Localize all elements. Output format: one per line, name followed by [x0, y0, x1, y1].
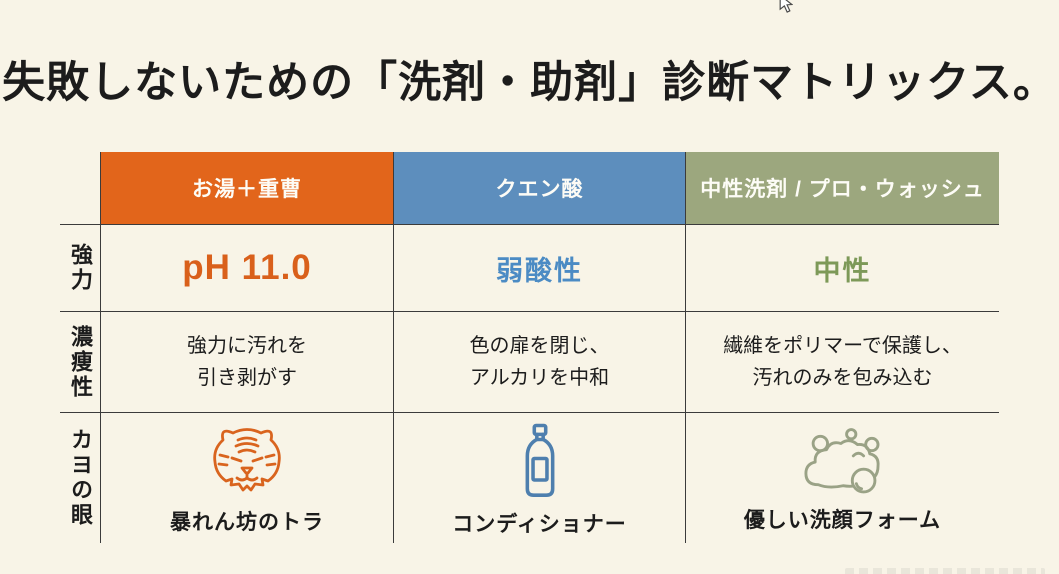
mechanism-line: 色の扉を閉じ、 — [469, 335, 610, 357]
cell-metaphor-tiger: 暴れん坊のトラ — [100, 413, 393, 543]
cell-metaphor-conditioner: コンディショナー — [393, 413, 685, 543]
cell-ph-value: pH 11.0 — [100, 225, 393, 312]
metaphor-caption: 優しい洗顔フォーム — [743, 508, 942, 532]
cell-weak-acid: 弱酸性 — [393, 225, 685, 312]
pump-bottle-icon — [525, 423, 554, 497]
mouse-cursor-icon — [779, 0, 793, 13]
row-label-kayos-eye: カヨの眼 — [68, 428, 93, 528]
metaphor-caption: 暴れん坊のトラ — [170, 510, 324, 534]
cell-metaphor-foam: 優しい洗顔フォーム — [685, 413, 999, 543]
column-header-baking-soda: お湯＋重曹 — [100, 152, 393, 225]
cell-neutral: 中性 — [685, 225, 999, 312]
matrix-corner — [60, 152, 100, 225]
row-label-property: 濃痩性 — [60, 312, 100, 413]
diagnosis-matrix: お湯＋重曹 クエン酸 中性洗剤 / プロ・ウォッシュ 強力 pH 11.0 弱酸… — [60, 152, 999, 543]
tiger-icon — [213, 427, 281, 491]
mechanism-line: 繊維をポリマーで保護し、 — [723, 335, 962, 357]
cell-mechanism-neutral: 繊維をポリマーで保護し、 汚れのみを包み込む — [685, 312, 999, 413]
mechanism-line: アルカリを中和 — [469, 367, 610, 389]
watermark-cropped — [845, 568, 1045, 574]
mechanism-line: 汚れのみを包み込む — [752, 367, 933, 389]
column-header-neutral-detergent: 中性洗剤 / プロ・ウォッシュ — [685, 152, 999, 225]
mechanism-line: 引き剥がす — [197, 367, 297, 389]
cell-mechanism-baking-soda: 強力に汚れを 引き剥がす — [100, 312, 393, 413]
foam-bubbles-icon — [803, 427, 880, 493]
column-header-citric-acid: クエン酸 — [393, 152, 685, 225]
mechanism-line: 強力に汚れを — [187, 335, 307, 357]
metaphor-caption: コンディショナー — [452, 512, 627, 536]
row-label-strength: 強力 — [60, 225, 100, 312]
page-title: 失敗しないための「洗剤・助剤」診断マトリックス。 — [2, 60, 1057, 107]
cell-mechanism-citric-acid: 色の扉を閉じ、 アルカリを中和 — [393, 312, 685, 413]
